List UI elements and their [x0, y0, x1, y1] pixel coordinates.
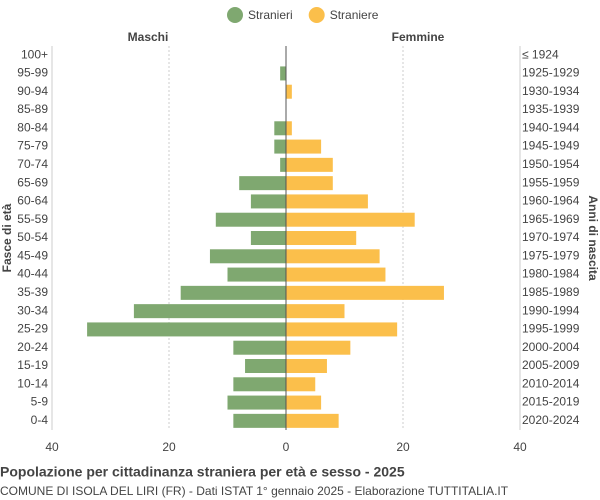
bar [280, 66, 286, 81]
legend-swatch [308, 7, 325, 23]
y-tick-label: 80-84 [17, 120, 48, 134]
y-tick-label: 30-34 [17, 303, 48, 317]
x-tick-label: 0 [283, 440, 290, 454]
y-tick-label: 90-94 [17, 84, 48, 98]
y-tick-label: 35-39 [17, 285, 48, 299]
y-axis-label: Fasce di età [0, 203, 14, 272]
y-tick-label: 55-59 [17, 212, 48, 226]
y2-tick-label: 1925-1929 [522, 66, 580, 80]
x-tick-label: 20 [396, 440, 410, 454]
bar [286, 413, 339, 428]
y2-tick-label: 1935-1939 [522, 102, 580, 116]
bar [286, 212, 415, 227]
bar [239, 176, 286, 191]
y-tick-label: 25-29 [17, 322, 48, 336]
bar [274, 121, 286, 136]
bar [227, 267, 286, 282]
x-tick-label: 20 [162, 440, 176, 454]
y-tick-label: 20-24 [17, 340, 48, 354]
left-header: Maschi [128, 30, 169, 44]
bar [133, 304, 286, 319]
y2-tick-label: 1990-1994 [522, 303, 580, 317]
legend-label: Straniere [330, 8, 379, 22]
y-tick-label: 100+ [21, 47, 48, 61]
legend-label: Stranieri [248, 8, 293, 22]
y2-tick-label: ≤ 1924 [522, 47, 559, 61]
bar [286, 304, 345, 319]
y-tick-label: 40-44 [17, 267, 48, 281]
y2-tick-label: 1995-1999 [522, 322, 580, 336]
y2-tick-label: 1930-1934 [522, 84, 580, 98]
y2-tick-label: 2020-2024 [522, 413, 580, 427]
y2-tick-label: 1965-1969 [522, 212, 580, 226]
bar [233, 377, 286, 392]
chart-title: Popolazione per cittadinanza straniera p… [0, 464, 405, 480]
x-tick-label: 40 [45, 440, 59, 454]
bar [250, 231, 286, 245]
y2-tick-label: 1960-1964 [522, 194, 580, 208]
bar [87, 322, 286, 337]
bar [286, 359, 327, 373]
y2-axis-label: Anni di nascita [586, 195, 600, 281]
x-tick-label: 40 [513, 440, 527, 454]
y-tick-label: 0-4 [31, 413, 49, 427]
bar [209, 249, 286, 264]
y-tick-label: 65-69 [17, 175, 48, 189]
y2-tick-label: 2010-2014 [522, 376, 580, 390]
bar [286, 340, 351, 355]
y2-tick-label: 2000-2004 [522, 340, 580, 354]
y2-tick-label: 1975-1979 [522, 248, 580, 262]
bar [245, 359, 286, 373]
y2-tick-label: 1955-1959 [522, 175, 580, 189]
bar [286, 231, 357, 245]
y-tick-label: 15-19 [17, 358, 48, 372]
y-tick-label: 70-74 [17, 157, 48, 171]
bar [233, 340, 286, 355]
y-tick-label: 75-79 [17, 139, 48, 153]
y-tick-label: 50-54 [17, 230, 48, 244]
bar [286, 395, 322, 410]
y2-tick-label: 1985-1989 [522, 285, 580, 299]
bar [286, 139, 322, 154]
y2-tick-label: 1980-1984 [522, 267, 580, 281]
bar [286, 194, 368, 209]
bar [215, 212, 286, 227]
y2-tick-label: 1945-1949 [522, 139, 580, 153]
right-header: Femmine [392, 30, 445, 44]
bar [233, 413, 286, 428]
legend-swatch [227, 7, 243, 23]
y2-tick-label: 1940-1944 [522, 120, 580, 134]
bar [286, 322, 398, 337]
bar [274, 139, 286, 154]
y2-tick-label: 1970-1974 [522, 230, 580, 244]
bar [286, 249, 380, 264]
y2-tick-label: 2005-2009 [522, 358, 580, 372]
bar [286, 121, 292, 136]
bar [286, 157, 333, 172]
y-tick-label: 85-89 [17, 102, 48, 116]
y2-tick-label: 1950-1954 [522, 157, 580, 171]
bar [286, 267, 386, 282]
bar [286, 377, 316, 392]
y-tick-label: 10-14 [17, 376, 48, 390]
bar [286, 176, 333, 191]
bar [286, 285, 444, 300]
y2-tick-label: 2015-2019 [522, 395, 580, 409]
y-tick-label: 45-49 [17, 248, 48, 262]
bar [280, 157, 286, 172]
y-tick-label: 95-99 [17, 66, 48, 80]
y-tick-label: 5-9 [31, 395, 49, 409]
y-tick-label: 60-64 [17, 194, 48, 208]
chart-subtitle: COMUNE DI ISOLA DEL LIRI (FR) - Dati IST… [0, 484, 509, 498]
bar [286, 84, 292, 99]
bar [180, 285, 286, 300]
bar [250, 194, 286, 209]
bar [227, 395, 286, 410]
